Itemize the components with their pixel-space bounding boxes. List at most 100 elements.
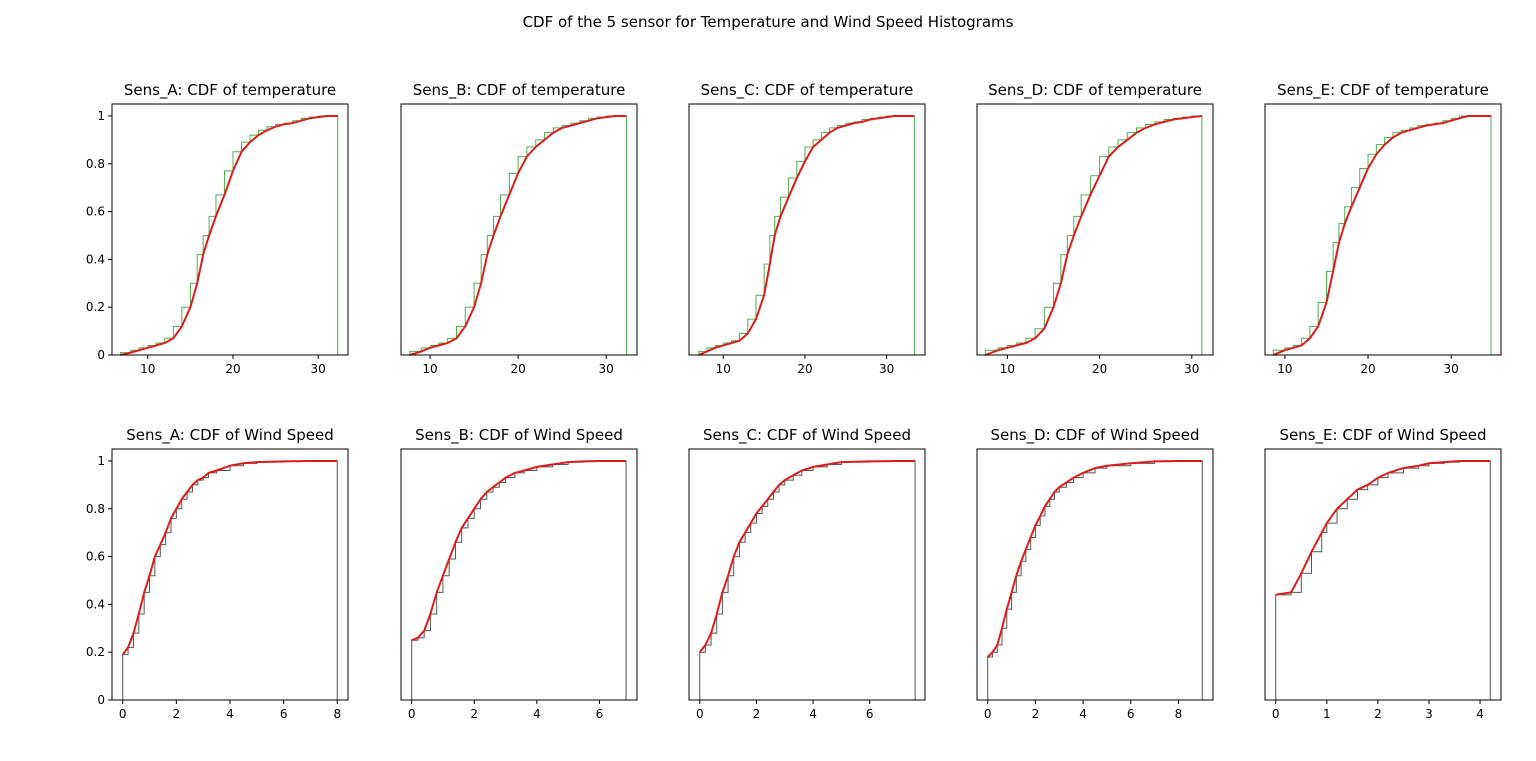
axes-frame [688, 103, 926, 356]
x-tick-label: 2 [753, 707, 761, 721]
x-tick-label: 6 [1127, 707, 1135, 721]
axes-frame [976, 103, 1214, 356]
x-tick-label: 6 [280, 707, 288, 721]
x-tick-label: 30 [1184, 362, 1199, 376]
x-tick-label: 4 [1476, 707, 1484, 721]
x-tick-label: 30 [599, 362, 614, 376]
axes-frame [400, 448, 638, 701]
x-tick-label: 0 [1272, 707, 1280, 721]
x-tick-label: 4 [533, 707, 541, 721]
x-tick-label: 0 [696, 707, 704, 721]
subplot-title: Sens_B: CDF of temperature [413, 81, 626, 100]
x-tick-label: 3 [1425, 707, 1433, 721]
x-tick-label: 10 [716, 362, 731, 376]
x-tick-label: 20 [225, 362, 240, 376]
y-tick-label: 1 [97, 454, 105, 468]
x-tick-label: 4 [1079, 707, 1087, 721]
cdf-histogram-steps [698, 115, 915, 355]
x-tick-label: 20 [1092, 362, 1107, 376]
cdf-histogram-steps [1275, 460, 1491, 700]
cdf-histogram-steps [1272, 115, 1492, 355]
x-tick-label: 10 [422, 362, 437, 376]
cdf-line [984, 115, 1203, 356]
x-tick-label: 20 [1360, 362, 1375, 376]
subplot-title: Sens_D: CDF of Wind Speed [990, 426, 1199, 445]
x-tick-label: 4 [809, 707, 817, 721]
subplot-title: Sens_B: CDF of Wind Speed [415, 426, 623, 445]
subplot: Sens_B: CDF of Wind Speed 0 2 4 6 [400, 426, 638, 721]
y-tick-label: 0.4 [86, 252, 105, 266]
subplot: Sens_E: CDF of Wind Speed 0 1 2 3 4 [1264, 426, 1502, 721]
x-tick-label: 2 [173, 707, 181, 721]
x-tick-label: 30 [879, 362, 894, 376]
x-tick-label: 20 [510, 362, 525, 376]
subplot-title: Sens_A: CDF of temperature [124, 81, 336, 100]
subplot: Sens_D: CDF of temperature 10 20 30 [976, 81, 1214, 376]
x-tick-label: 0 [984, 707, 992, 721]
subplot: Sens_E: CDF of temperature 10 20 30 [1264, 81, 1502, 376]
y-tick-label: 0.2 [86, 645, 105, 659]
y-tick-label: 0.8 [86, 502, 105, 516]
x-tick-label: 2 [470, 707, 478, 721]
x-tick-label: 10 [140, 362, 155, 376]
axes-frame [111, 103, 349, 356]
y-tick-label: 0 [97, 693, 105, 707]
cdf-histogram-steps [984, 115, 1203, 355]
axes-frame [688, 448, 926, 701]
subplot-title: Sens_E: CDF of Wind Speed [1279, 426, 1486, 445]
y-tick-label: 0.6 [86, 205, 105, 219]
cdf-histogram-steps [411, 460, 627, 700]
subplot: Sens_A: CDF of temperature 10 20 30 0 0.2 0.4 0… [86, 81, 349, 376]
x-tick-label: 10 [1277, 362, 1292, 376]
subplot-title: Sens_A: CDF of Wind Speed [126, 426, 334, 445]
x-tick-label: 2 [1032, 707, 1040, 721]
cdf-line [409, 115, 627, 356]
subplot-title: Sens_E: CDF of temperature [1277, 81, 1489, 100]
x-tick-label: 6 [866, 707, 874, 721]
x-tick-label: 10 [1000, 362, 1015, 376]
subplot: Sens_C: CDF of Wind Speed 0 2 4 6 [688, 426, 926, 721]
cdf-line [411, 460, 626, 642]
cdf-histogram-steps [122, 460, 338, 700]
cdf-line [698, 115, 915, 356]
cdf-histogram-steps [699, 460, 916, 700]
cdf-line [699, 460, 916, 653]
cdf-histogram-steps [120, 115, 339, 355]
subplot: Sens_D: CDF of Wind Speed 0 2 4 6 8 [976, 426, 1214, 721]
axes-frame [111, 448, 349, 701]
cdf-line [121, 460, 338, 656]
x-tick-label: 0 [408, 707, 416, 721]
y-tick-label: 0.6 [86, 550, 105, 564]
y-tick-label: 0 [97, 348, 105, 362]
axes-frame [1264, 448, 1502, 701]
y-tick-label: 0.4 [86, 597, 105, 611]
x-tick-label: 8 [1175, 707, 1183, 721]
x-tick-label: 4 [226, 707, 234, 721]
x-tick-label: 2 [1374, 707, 1382, 721]
subplot-title: Sens_D: CDF of temperature [988, 81, 1202, 100]
x-tick-label: 20 [797, 362, 812, 376]
figure-title: CDF of the 5 sensor for Temperature and … [523, 13, 1014, 31]
cdf-line [986, 460, 1203, 658]
subplot-title: Sens_C: CDF of temperature [701, 81, 914, 100]
x-tick-label: 0 [119, 707, 127, 721]
axes-frame [1264, 103, 1502, 356]
x-tick-label: 30 [1444, 362, 1459, 376]
axes-frame [976, 448, 1214, 701]
x-tick-label: 1 [1323, 707, 1331, 721]
axes-frame [400, 103, 638, 356]
x-tick-label: 6 [596, 707, 604, 721]
cdf-line [120, 115, 338, 356]
x-tick-label: 30 [311, 362, 326, 376]
subplot: Sens_C: CDF of temperature 10 20 30 [688, 81, 926, 376]
subplot-title: Sens_C: CDF of Wind Speed [703, 426, 911, 445]
cdf-histogram-steps [409, 115, 627, 355]
cdf-line [1272, 115, 1491, 356]
cdf-line [1275, 460, 1491, 596]
y-tick-label: 1 [97, 109, 105, 123]
x-tick-label: 8 [333, 707, 341, 721]
subplot: Sens_B: CDF of temperature 10 20 30 [400, 81, 638, 376]
y-tick-label: 0.8 [86, 157, 105, 171]
